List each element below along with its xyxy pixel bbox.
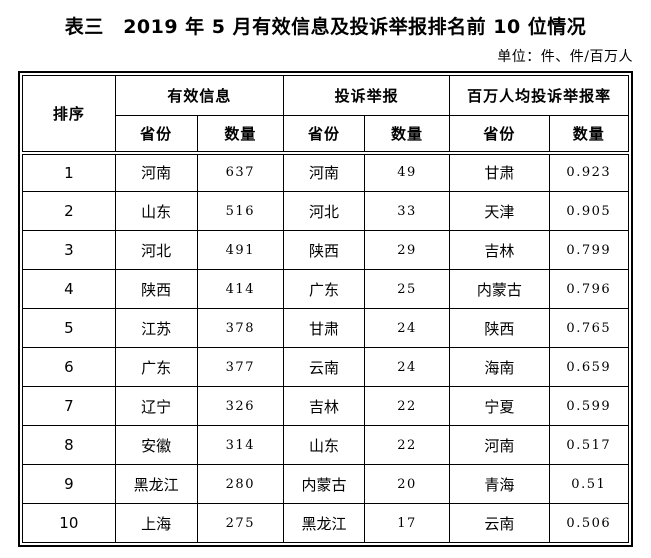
cell-complaint-count: 22: [363, 386, 451, 426]
cell-valid-count: 378: [196, 308, 285, 348]
col-header-valid-count: 数量: [196, 115, 285, 155]
table-row: 7 辽宁 326 吉林 22 宁夏 0.599: [22, 386, 630, 426]
cell-valid-count: 491: [196, 230, 285, 270]
cell-rank: 4: [22, 269, 116, 309]
cell-rank: 1: [22, 152, 116, 192]
cell-valid-count: 314: [196, 425, 285, 465]
table-row: 9 黑龙江 280 内蒙古 20 青海 0.51: [22, 464, 630, 504]
cell-complaint-count: 17: [363, 503, 451, 543]
cell-complaint-province: 云南: [283, 347, 365, 387]
cell-complaint-count: 25: [363, 269, 451, 309]
cell-valid-count: 280: [196, 464, 285, 504]
cell-valid-province: 陕西: [114, 269, 198, 309]
cell-valid-count: 414: [196, 269, 285, 309]
cell-valid-province: 上海: [114, 503, 198, 543]
cell-complaint-province: 广东: [283, 269, 365, 309]
table-row: 6 广东 377 云南 24 海南 0.659: [22, 347, 630, 387]
cell-rate-value: 0.659: [548, 347, 630, 387]
cell-valid-count: 637: [196, 152, 285, 192]
cell-rate-province: 河南: [449, 425, 550, 465]
cell-rate-province: 青海: [449, 464, 550, 504]
cell-complaint-count: 20: [363, 464, 451, 504]
table-row: 8 安徽 314 山东 22 河南 0.517: [22, 425, 630, 465]
table-row: 2 山东 516 河北 33 天津 0.905: [22, 191, 630, 231]
page-title: 表三 2019 年 5 月有效信息及投诉举报排名前 10 位情况: [64, 16, 587, 38]
cell-complaint-province: 黑龙江: [283, 503, 365, 543]
cell-valid-count: 326: [196, 386, 285, 426]
cell-valid-count: 516: [196, 191, 285, 231]
cell-rank: 7: [22, 386, 116, 426]
cell-valid-province: 辽宁: [114, 386, 198, 426]
cell-valid-province: 江苏: [114, 308, 198, 348]
cell-valid-province: 安徽: [114, 425, 198, 465]
col-group-valid-info: 有效信息: [114, 75, 285, 116]
col-header-complaint-count: 数量: [363, 115, 451, 155]
cell-valid-province: 广东: [114, 347, 198, 387]
cell-rate-province: 天津: [449, 191, 550, 231]
cell-rank: 5: [22, 308, 116, 348]
cell-complaint-count: 29: [363, 230, 451, 270]
cell-rank: 10: [22, 503, 116, 543]
col-header-rate-count: 数量: [548, 115, 630, 155]
cell-rank: 2: [22, 191, 116, 231]
cell-complaint-province: 内蒙古: [283, 464, 365, 504]
col-header-complaint-province: 省份: [283, 115, 365, 155]
cell-complaint-count: 49: [363, 152, 451, 192]
cell-rate-province: 吉林: [449, 230, 550, 270]
table-row: 4 陕西 414 广东 25 内蒙古 0.796: [22, 269, 630, 309]
col-header-rate-province: 省份: [449, 115, 550, 155]
table-row: 1 河南 637 河南 49 甘肃 0.923: [22, 152, 630, 192]
cell-complaint-province: 河北: [283, 191, 365, 231]
cell-rate-province: 海南: [449, 347, 550, 387]
cell-rate-province: 陕西: [449, 308, 550, 348]
cell-rate-value: 0.765: [548, 308, 630, 348]
cell-rate-province: 宁夏: [449, 386, 550, 426]
cell-complaint-count: 24: [363, 308, 451, 348]
cell-rank: 6: [22, 347, 116, 387]
table-sub-header-row: 省份 数量 省份 数量 省份 数量: [23, 115, 630, 155]
cell-rank: 3: [22, 230, 116, 270]
cell-rate-value: 0.799: [548, 230, 630, 270]
col-group-rate-per-million: 百万人均投诉举报率: [449, 75, 629, 116]
cell-rate-province: 内蒙古: [449, 269, 550, 309]
cell-valid-province: 黑龙江: [114, 464, 198, 504]
cell-complaint-province: 陕西: [283, 230, 365, 270]
cell-valid-province: 山东: [114, 191, 198, 231]
cell-valid-province: 河北: [114, 230, 198, 270]
table-row: 5 江苏 378 甘肃 24 陕西 0.765: [22, 308, 630, 348]
cell-valid-count: 275: [196, 503, 285, 543]
table-row: 10 上海 275 黑龙江 17 云南 0.506: [22, 503, 630, 543]
cell-rate-province: 云南: [449, 503, 550, 543]
unit-note: 单位：件、件/百万人: [497, 49, 633, 65]
cell-complaint-province: 吉林: [283, 386, 365, 426]
cell-rate-value: 0.51: [548, 464, 630, 504]
ranking-table: 排序 有效信息 投诉举报 百万人均投诉举报率 省份 数量 省份 数量 省份 数量…: [22, 75, 630, 543]
ranking-table-frame: 排序 有效信息 投诉举报 百万人均投诉举报率 省份 数量 省份 数量 省份 数量…: [18, 71, 633, 547]
cell-rate-value: 0.905: [548, 191, 630, 231]
cell-complaint-count: 24: [363, 347, 451, 387]
cell-rate-value: 0.506: [548, 503, 630, 543]
cell-rank: 9: [22, 464, 116, 504]
cell-complaint-province: 甘肃: [283, 308, 365, 348]
cell-valid-count: 377: [196, 347, 285, 387]
cell-rate-value: 0.923: [548, 152, 630, 192]
cell-complaint-province: 河南: [283, 152, 365, 192]
table-row: 3 河北 491 陕西 29 吉林 0.799: [22, 230, 630, 270]
cell-valid-province: 河南: [114, 152, 198, 192]
cell-rate-value: 0.599: [548, 386, 630, 426]
table-group-header-row: 排序 有效信息 投诉举报 百万人均投诉举报率: [22, 75, 629, 155]
col-header-rank: 排序: [22, 75, 116, 155]
cell-rate-province: 甘肃: [449, 152, 550, 192]
cell-rate-value: 0.517: [548, 425, 630, 465]
cell-complaint-province: 山东: [283, 425, 365, 465]
col-header-valid-province: 省份: [114, 115, 198, 155]
cell-rate-value: 0.796: [548, 269, 630, 309]
col-group-complaints: 投诉举报: [283, 75, 451, 116]
cell-rank: 8: [22, 425, 116, 465]
cell-complaint-count: 33: [363, 191, 451, 231]
cell-complaint-count: 22: [363, 425, 451, 465]
